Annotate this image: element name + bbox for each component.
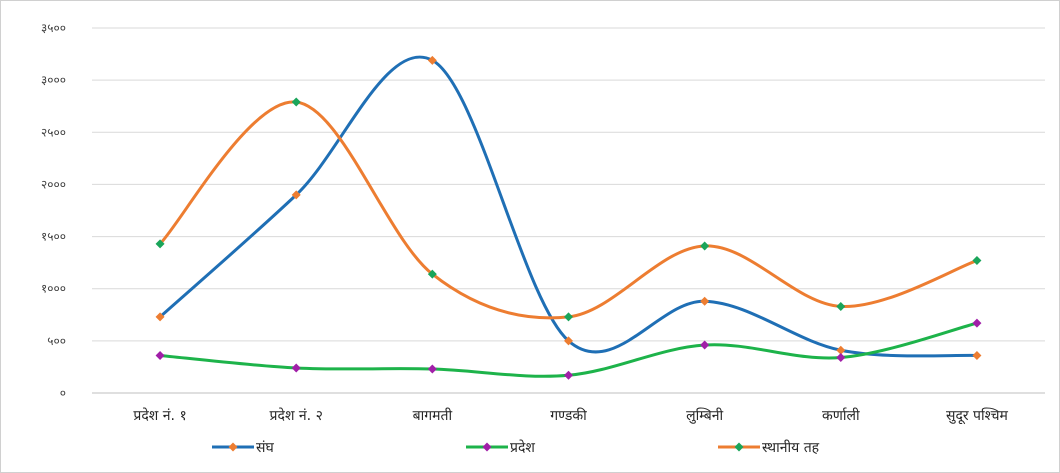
y-tick-label: १००० <box>41 282 66 296</box>
series-1-point <box>700 296 710 306</box>
series-3-point <box>836 301 846 311</box>
y-tick-label: ३५०० <box>41 21 66 35</box>
series-lines <box>158 55 979 378</box>
y-tick-label: २००० <box>41 177 66 191</box>
legend: संघ प्रदेश स्थानीय तह <box>212 439 820 456</box>
y-tick-label: १५०० <box>41 230 66 244</box>
y-tick-label: ३००० <box>41 73 66 87</box>
series-1-point <box>155 312 165 322</box>
series-3-point <box>700 241 710 251</box>
legend-marker-2 <box>482 442 492 452</box>
x-tick-label: कर्णाली <box>822 407 860 424</box>
series-3-point <box>427 269 437 279</box>
x-tick-label: प्रदेश नं. २ <box>270 407 323 424</box>
series-line-3 <box>158 100 979 320</box>
gridlines <box>92 27 1045 394</box>
series-3-point <box>564 312 573 322</box>
x-tick-label: सुदूर पश्चिम <box>946 407 1008 425</box>
x-axis-tick-labels: प्रदेश नं. १ प्रदेश नं. २ बागमती गण्डकी लुम्… <box>133 407 1008 425</box>
series-1-point <box>291 190 301 200</box>
series-2-point <box>972 318 982 328</box>
series-1-point <box>427 55 437 65</box>
x-tick-label: बागमती <box>413 407 453 424</box>
x-tick-label: लुम्बिनी <box>686 407 723 424</box>
legend-label-1: संघ <box>256 440 274 456</box>
series-line-2 <box>158 321 979 378</box>
series-2-point <box>836 353 846 363</box>
y-tick-label: ० <box>60 386 66 400</box>
series-1-point <box>972 350 982 360</box>
series-2-point <box>291 363 301 373</box>
legend-label-3: स्थानीय तह <box>762 439 820 456</box>
x-tick-label: गण्डकी <box>550 407 587 424</box>
y-axis-tick-labels: ० ५०० १००० १५०० २००० २५०० ३००० ३५०० <box>41 21 66 400</box>
x-tick-label: प्रदेश नं. १ <box>133 407 186 424</box>
series-1-point <box>836 345 846 355</box>
series-line-1 <box>158 55 979 358</box>
series-2-point <box>155 350 165 360</box>
series-2-point <box>427 364 437 374</box>
legend-marker-1 <box>228 442 238 452</box>
series-3-point <box>972 256 982 266</box>
series-3-point <box>291 97 301 107</box>
series-markers <box>155 55 982 380</box>
series-2-point <box>700 340 710 350</box>
y-tick-label: ५०० <box>47 334 66 348</box>
series-1-point <box>564 336 573 346</box>
legend-marker-3 <box>734 442 744 452</box>
legend-label-2: प्रदेश <box>510 439 535 456</box>
series-3-point <box>155 239 165 249</box>
y-tick-label: २५०० <box>41 125 66 139</box>
series-2-point <box>564 370 573 380</box>
